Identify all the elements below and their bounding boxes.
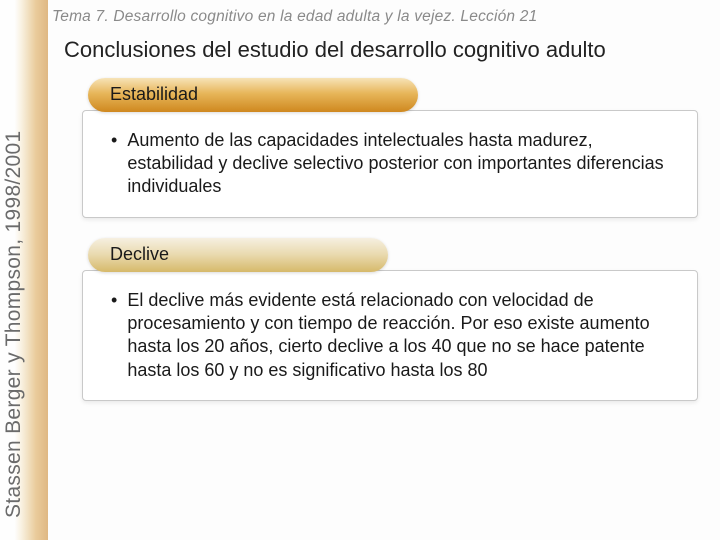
- bullet-text: El declive más evidente está relacionado…: [127, 289, 673, 383]
- page-title: Conclusiones del estudio del desarrollo …: [64, 36, 702, 64]
- bullet-text: Aumento de las capacidades intelectuales…: [127, 129, 673, 199]
- main-content: Conclusiones del estudio del desarrollo …: [64, 36, 702, 419]
- pill-wrap: Estabilidad: [64, 78, 702, 114]
- pill-wrap: Declive: [64, 238, 702, 274]
- section-heading-text: Declive: [110, 244, 169, 265]
- section-card: • Aumento de las capacidades intelectual…: [82, 110, 698, 218]
- section-declive: Declive • El declive más evidente está r…: [64, 238, 702, 402]
- section-heading-text: Estabilidad: [110, 84, 198, 105]
- section-heading-pill: Declive: [88, 238, 388, 272]
- breadcrumb: Tema 7. Desarrollo cognitivo en la edad …: [52, 8, 710, 26]
- sidebar-citation: Stassen Berger y Thompson, 1998/2001: [2, 0, 26, 540]
- section-estabilidad: Estabilidad • Aumento de las capacidades…: [64, 78, 702, 218]
- section-card: • El declive más evidente está relaciona…: [82, 270, 698, 402]
- section-heading-pill: Estabilidad: [88, 78, 418, 112]
- bullet-icon: •: [107, 129, 127, 152]
- bullet-icon: •: [107, 289, 127, 312]
- bullet-row: • Aumento de las capacidades intelectual…: [107, 129, 673, 199]
- bullet-row: • El declive más evidente está relaciona…: [107, 289, 673, 383]
